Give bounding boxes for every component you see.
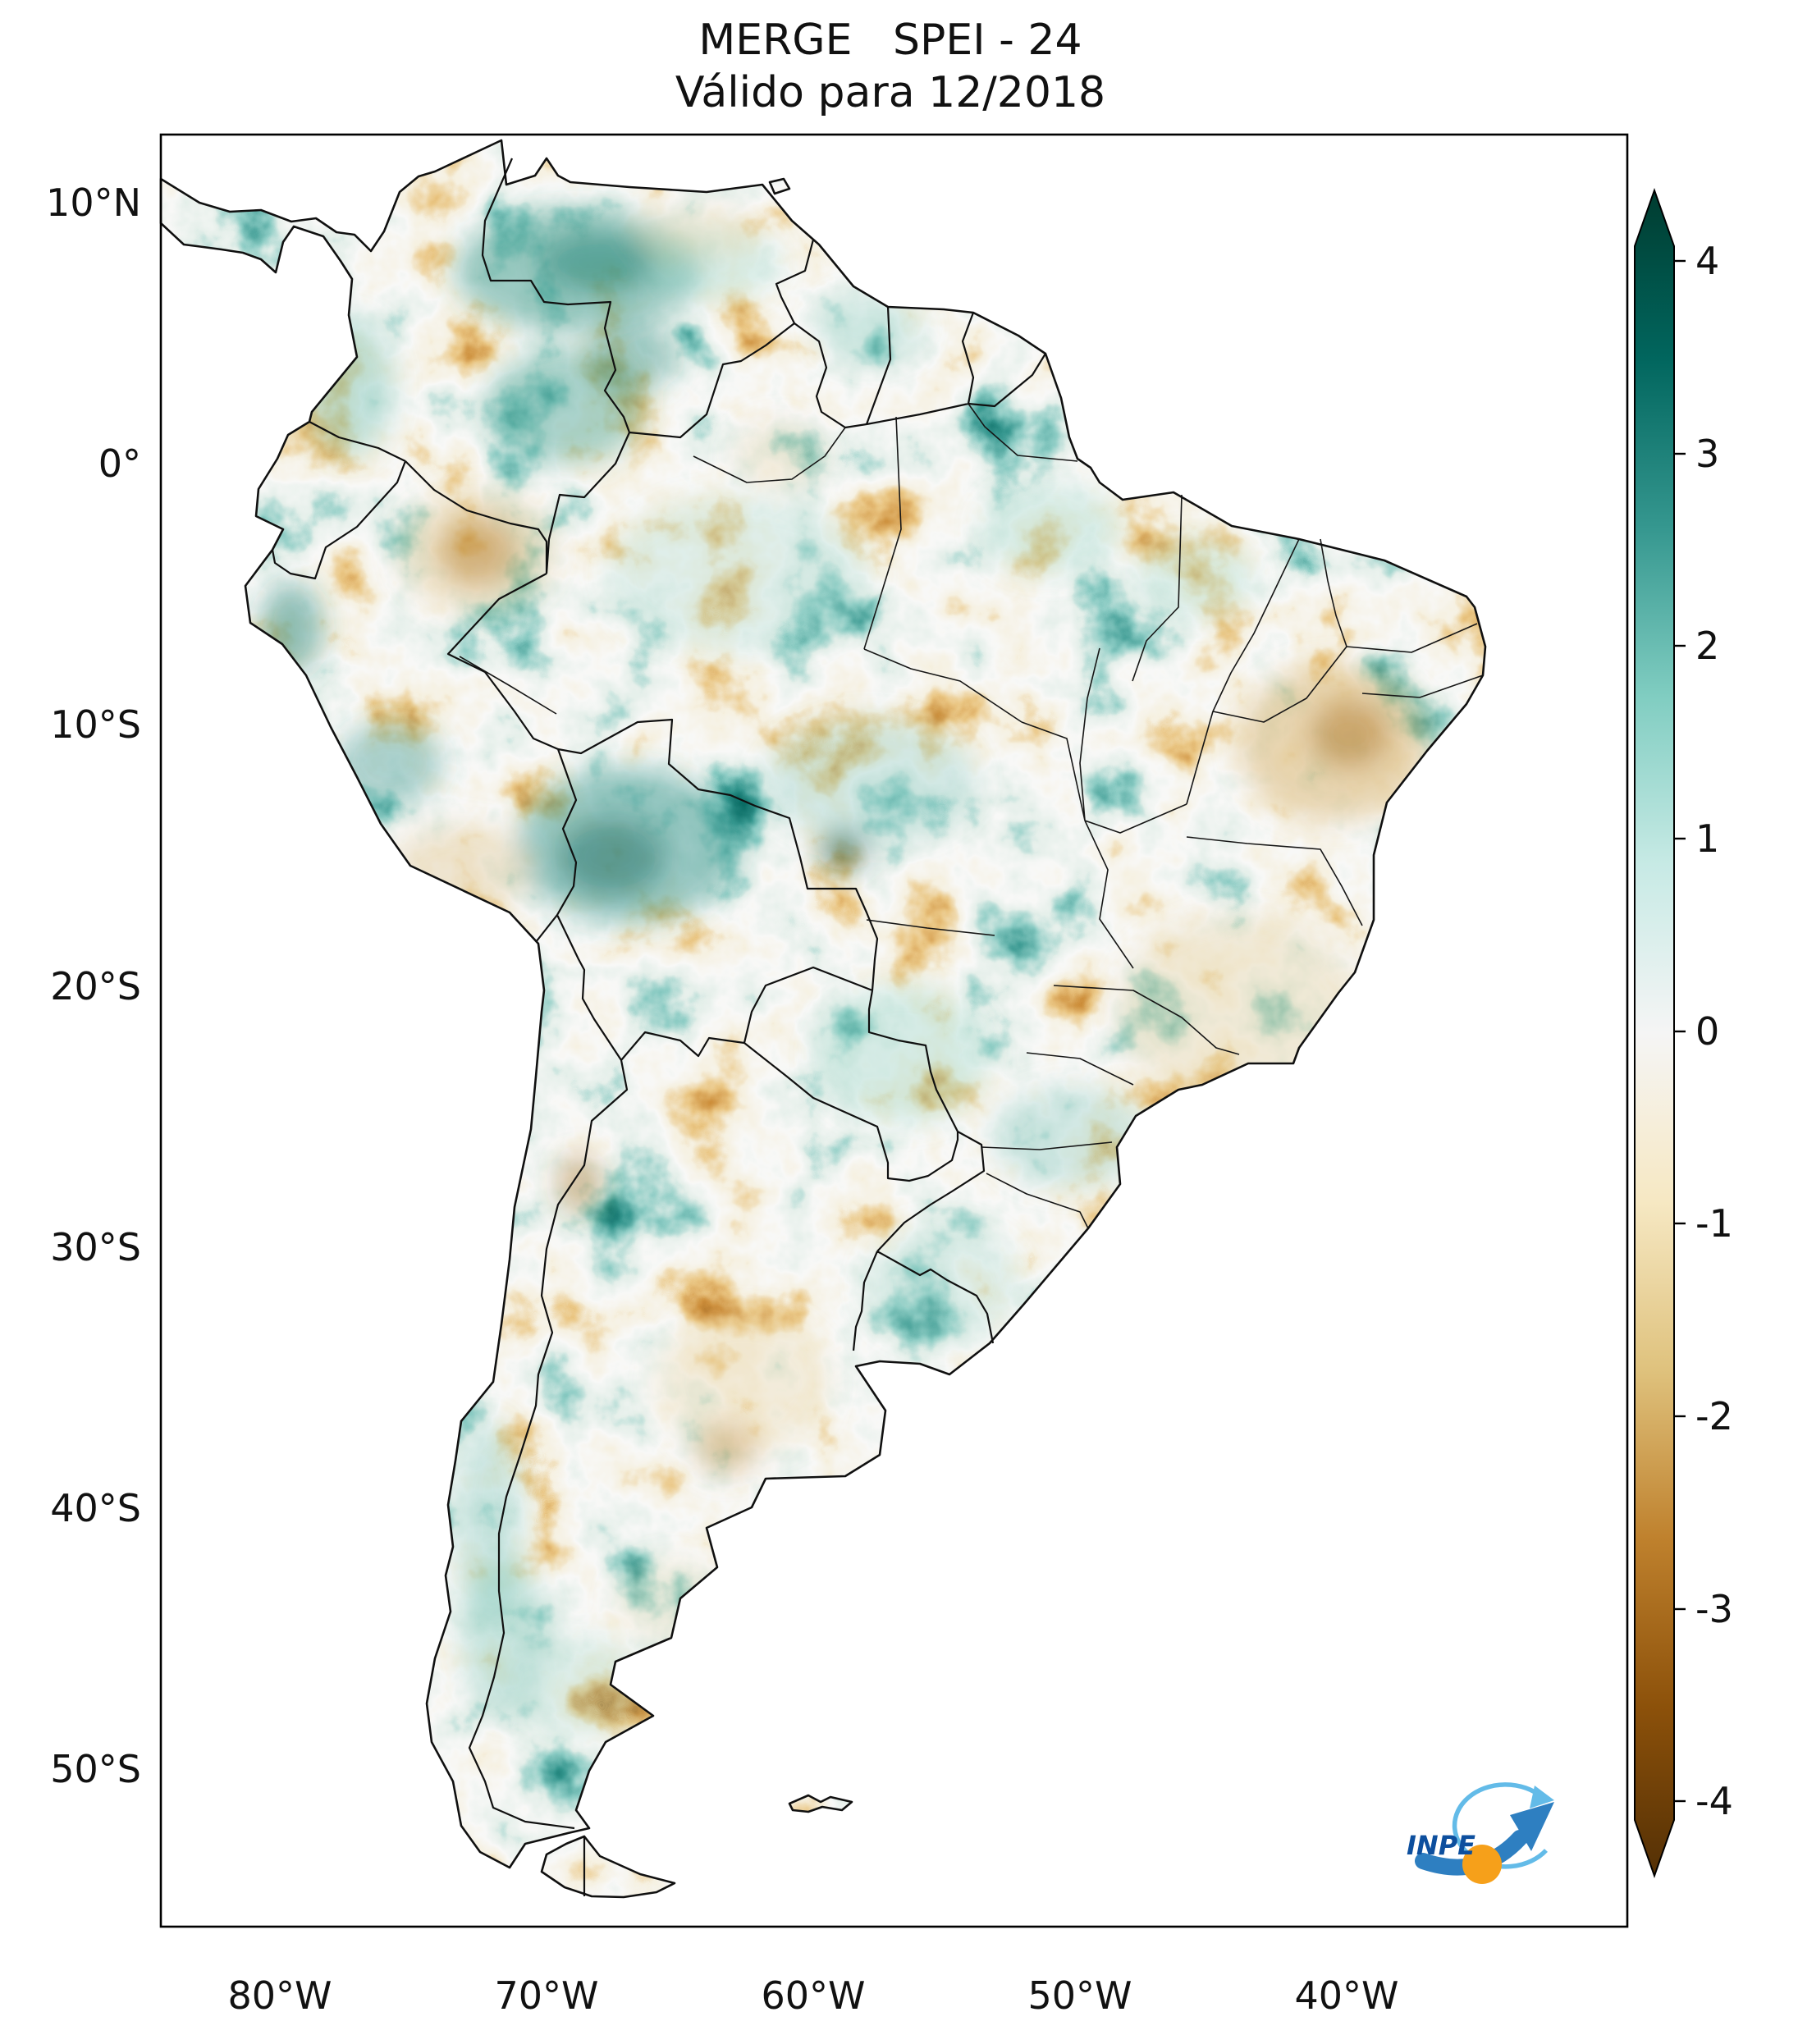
anomaly-blob xyxy=(400,490,556,613)
lon-tick-label: 70°W xyxy=(494,1973,598,2018)
anomaly-blob xyxy=(304,316,394,455)
lon-axis-labels: 80°W 70°W 60°W 50°W 40°W xyxy=(227,1973,1398,2018)
anomaly-blob xyxy=(558,1154,601,1213)
colorbar-tick-label: -4 xyxy=(1695,1779,1733,1823)
lat-tick-label: 10°N xyxy=(46,181,141,225)
colorbar-gradient xyxy=(1635,190,1674,1876)
colorbar-tick-label: -3 xyxy=(1695,1587,1733,1631)
lon-tick-label: 60°W xyxy=(761,1973,865,2018)
anomaly-blob xyxy=(817,985,989,1124)
anomaly-blob xyxy=(558,818,665,897)
inpe-logo-swirl-arrowhead-icon xyxy=(1530,1786,1554,1809)
colorbar: 4 3 2 1 0 -1 -2 -3 -4 xyxy=(1634,187,1733,1879)
inpe-logo: INPE xyxy=(1407,1782,1554,1884)
anomaly-blob xyxy=(695,1422,757,1475)
anomaly-blob xyxy=(657,1313,829,1452)
figure-title-line2: Válido para 12/2018 xyxy=(675,68,1105,117)
anomaly-blob xyxy=(390,825,529,915)
colorbar-tick-label: -1 xyxy=(1695,1201,1733,1246)
anomaly-blob xyxy=(542,231,657,294)
anomaly-blob xyxy=(509,1635,648,1737)
inpe-logo-arrowhead-icon xyxy=(1510,1802,1554,1851)
anomaly-blob xyxy=(587,322,677,391)
anomaly-blob xyxy=(817,295,923,361)
lon-tick-label: 40°W xyxy=(1294,1973,1398,2018)
plot-frame xyxy=(159,133,1629,1928)
anomaly-blob xyxy=(636,208,759,260)
inpe-logo-globe-icon xyxy=(1462,1845,1502,1884)
anomaly-blob xyxy=(615,1559,734,1644)
state-borders xyxy=(459,403,1484,1229)
anomaly-blob xyxy=(1116,915,1362,1104)
colorbar-tick-label: 1 xyxy=(1695,816,1719,861)
lat-tick-label: 20°S xyxy=(50,964,141,1008)
figure-title-line1: MERGE SPEI - 24 xyxy=(698,16,1082,65)
colorbar-tick-label: 4 xyxy=(1695,239,1719,283)
lat-tick-label: 50°S xyxy=(50,1747,141,1791)
anomaly-blob xyxy=(981,484,1120,574)
lon-tick-label: 80°W xyxy=(227,1973,332,2018)
anomaly-blob xyxy=(993,1086,1149,1187)
anomaly-blob xyxy=(607,496,870,652)
inpe-logo-swirl-icon xyxy=(1452,1782,1549,1869)
lat-tick-label: 40°S xyxy=(50,1486,141,1530)
anomaly-blob xyxy=(336,722,443,804)
lon-tick-label: 50°W xyxy=(1027,1973,1132,2018)
country-borders xyxy=(271,158,1046,1896)
anomaly-blob xyxy=(1132,537,1256,620)
colorbar-outline xyxy=(1634,187,1675,1879)
colorbar-tick-label: -2 xyxy=(1695,1394,1733,1438)
lat-tick-label: 30°S xyxy=(50,1225,141,1269)
anomaly-blob xyxy=(1311,700,1389,769)
spei-anomaly-blobs xyxy=(260,208,1428,1737)
anomaly-blob xyxy=(763,718,977,841)
lat-tick-label: 10°S xyxy=(50,702,141,747)
colorbar-tick-labels: 4 3 2 1 0 -1 -2 -3 -4 xyxy=(1695,239,1733,1823)
colorbar-tick-label: 3 xyxy=(1695,432,1719,476)
south-america-map xyxy=(159,139,1487,1899)
inpe-logo-text: INPE xyxy=(1407,1830,1475,1861)
lat-tick-label: 0° xyxy=(98,441,141,486)
anomaly-blob xyxy=(260,583,323,673)
colorbar-tick-label: 0 xyxy=(1695,1009,1719,1054)
colorbar-tick-label: 2 xyxy=(1695,624,1719,668)
colorbar-ticks xyxy=(1674,259,1686,1803)
anomaly-blob xyxy=(866,1225,1022,1343)
lat-axis-labels: 10°N 0° 10°S 20°S 30°S 40°S 50°S xyxy=(46,181,141,1791)
